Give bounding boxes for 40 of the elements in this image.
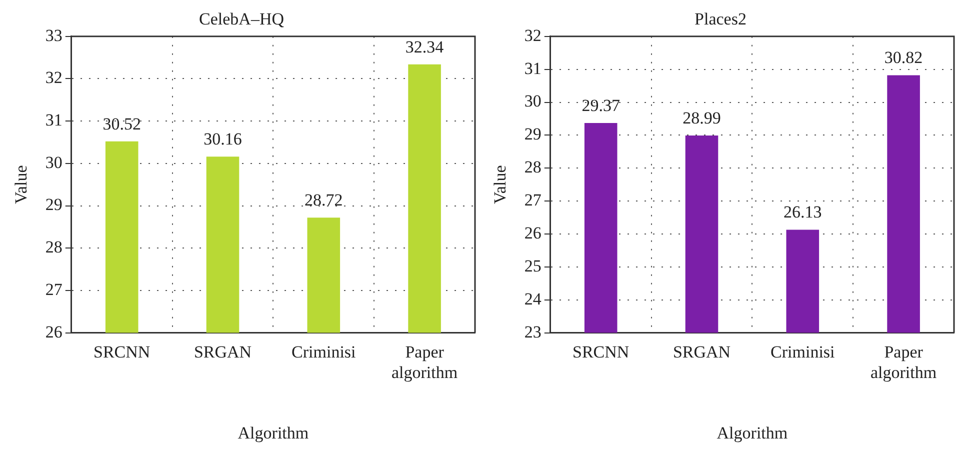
x-tick-label: SRCNN bbox=[94, 342, 150, 362]
chart-title: Places2 bbox=[694, 10, 746, 29]
y-tick-label: 31 bbox=[45, 110, 62, 130]
y-tick-label: 32 bbox=[45, 68, 62, 88]
y-tick-label: 26 bbox=[524, 223, 542, 242]
y-tick-label: 30 bbox=[45, 152, 62, 172]
y-tick-label: 27 bbox=[524, 190, 542, 210]
x-tick-label: SRCNN bbox=[572, 342, 630, 362]
y-tick-label: 28 bbox=[45, 238, 62, 257]
y-tick-label: 29 bbox=[524, 124, 542, 144]
y-tick-label: 27 bbox=[45, 280, 63, 299]
data-label: 29.37 bbox=[582, 96, 620, 115]
y-tick-label: 33 bbox=[45, 26, 62, 45]
y-tick-label: 26 bbox=[45, 322, 62, 342]
data-label: 26.13 bbox=[784, 202, 822, 222]
x-tick-label: SRGAN bbox=[672, 342, 731, 362]
x-tick-label: Paper algorithm bbox=[870, 342, 937, 382]
data-label: 30.16 bbox=[204, 130, 242, 149]
y-tick-label: 24 bbox=[524, 289, 542, 308]
chart-title: CelebA–HQ bbox=[199, 10, 284, 29]
x-tick-label: SRGAN bbox=[194, 342, 252, 362]
data-label: 28.99 bbox=[682, 108, 721, 128]
y-axis-title: Value bbox=[12, 165, 31, 204]
x-axis-title: Algorithm bbox=[716, 423, 788, 442]
x-axis-title: Algorithm bbox=[238, 423, 309, 442]
data-label: 32.34 bbox=[405, 37, 444, 56]
y-tick-label: 29 bbox=[45, 195, 62, 214]
y-tick-label: 28 bbox=[524, 158, 542, 177]
y-tick-label: 30 bbox=[524, 92, 542, 111]
x-tick-label: Criminisi bbox=[292, 342, 356, 362]
y-tick-label: 25 bbox=[524, 256, 542, 276]
y-tick-label: 23 bbox=[524, 322, 542, 342]
y-axis-title: Value bbox=[490, 165, 510, 204]
data-label: 28.72 bbox=[304, 190, 343, 210]
y-tick-label: 32 bbox=[524, 26, 542, 45]
y-tick-label: 31 bbox=[524, 58, 542, 78]
x-tick-label: Criminisi bbox=[770, 342, 836, 362]
data-label: 30.52 bbox=[102, 114, 141, 134]
x-tick-label: Paper algorithm bbox=[391, 342, 458, 382]
data-label: 30.82 bbox=[884, 48, 923, 68]
